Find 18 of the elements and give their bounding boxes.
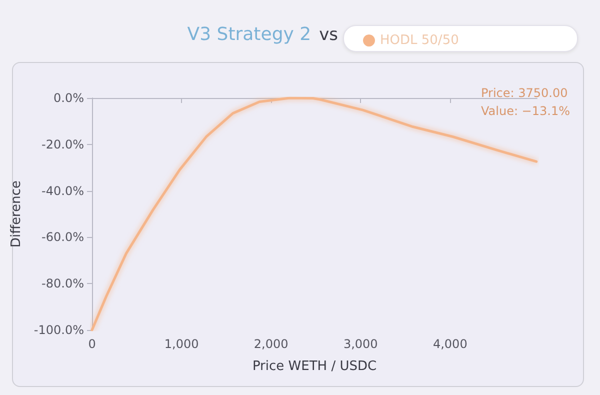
annotation: Price: 3750.00 [481,85,569,102]
x-tick-label: 4,000 [432,337,468,351]
x-tick-label: 2,000 [254,337,288,351]
y-tick-label: -80.0% [42,276,84,291]
x-axis-title: Price WETH / USDC [252,359,377,374]
y-tick-label: -40.0% [42,184,84,198]
chart-subtitle: vs [319,25,338,45]
x-tick-label: 1,000 [164,337,199,351]
y-tick-label: -100.0% [34,323,84,337]
chart-title: V3 Strategy 2 [187,24,312,45]
y-tick-label: -60.0% [42,230,84,244]
legend-label: HODL 50/50 [380,33,459,48]
x-tick-label: 0 [88,337,96,351]
y-tick-label: -20.0% [42,137,84,152]
y-axis-title: Difference [9,180,24,248]
x-tick-label: 3,000 [343,337,378,351]
annotation: Value: −13.1% [481,103,570,120]
y-tick-label: 0.0% [54,91,84,105]
